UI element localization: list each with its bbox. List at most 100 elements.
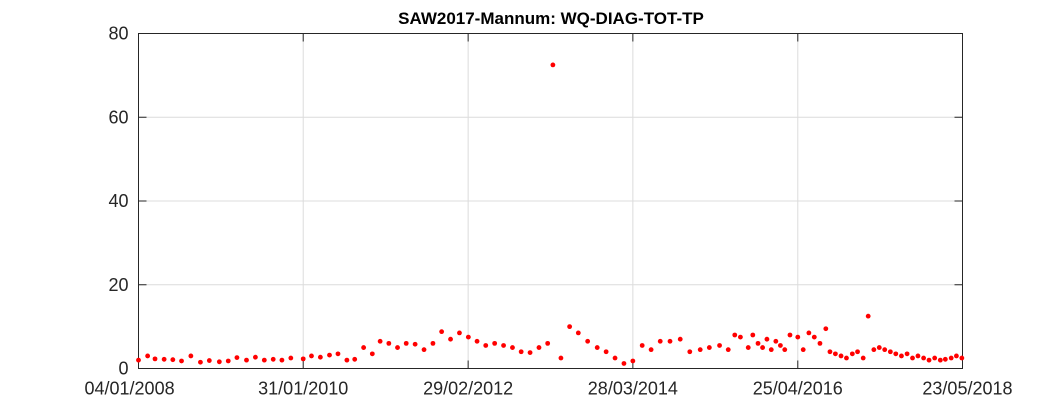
data-point [677, 336, 683, 342]
data-point [773, 338, 779, 344]
data-point [603, 349, 609, 355]
data-point [261, 357, 267, 363]
data-point [612, 355, 618, 361]
data-point [188, 353, 194, 359]
data-point [474, 338, 480, 344]
data-point [430, 340, 436, 346]
data-point [882, 347, 888, 353]
chart-title: SAW2017-Mannum: WQ-DIAG-TOT-TP [398, 9, 704, 28]
data-point [787, 332, 793, 338]
y-tick-label: 80 [108, 24, 128, 44]
data-point [575, 330, 581, 336]
data-point [179, 358, 184, 364]
data-point [412, 341, 418, 347]
data-point [270, 356, 276, 362]
data-points [136, 62, 965, 366]
data-point [136, 357, 141, 363]
data-point [782, 347, 788, 353]
data-point [585, 338, 591, 344]
x-tick-label: 29/02/2012 [423, 379, 513, 399]
data-point [838, 353, 844, 359]
data-point [948, 355, 954, 361]
data-point [386, 340, 392, 346]
data-point [439, 329, 445, 335]
data-point [335, 351, 341, 357]
data-point [959, 355, 965, 361]
x-tick-label: 04/01/2008 [85, 379, 175, 399]
x-tick-label: 31/01/2010 [258, 379, 348, 399]
axes: 0 20 40 60 80 04/01/2008 31/01/2010 29/02/2012 2… [85, 24, 1013, 399]
data-point [327, 352, 332, 358]
data-point [800, 347, 806, 353]
data-point [403, 340, 409, 346]
data-point [395, 345, 400, 350]
data-point [545, 340, 551, 346]
data-point [457, 330, 462, 336]
data-point [717, 343, 722, 348]
grid-lines [138, 33, 963, 369]
data-point [567, 324, 573, 330]
data-point [811, 334, 817, 340]
data-point [893, 351, 899, 357]
data-point [288, 355, 294, 361]
data-point [921, 355, 927, 361]
data-point [648, 347, 654, 353]
data-point [300, 356, 306, 362]
data-point [279, 357, 285, 363]
data-point [501, 343, 506, 348]
data-point [377, 338, 383, 344]
data-point [630, 358, 636, 364]
data-point [518, 349, 524, 355]
data-point [926, 357, 932, 363]
data-point [344, 357, 350, 363]
data-point [225, 358, 231, 364]
data-point [198, 359, 203, 365]
data-point [594, 345, 600, 350]
data-point [687, 349, 693, 355]
data-point [706, 345, 712, 350]
data-point [887, 349, 893, 355]
data-point [778, 343, 783, 348]
data-point [732, 332, 738, 338]
data-point [152, 356, 158, 362]
data-point [750, 332, 756, 338]
data-point [844, 355, 849, 361]
data-point [764, 336, 770, 342]
data-point [697, 347, 703, 353]
data-point [657, 338, 663, 344]
data-point [904, 351, 910, 357]
data-point [216, 359, 222, 365]
data-point [745, 345, 751, 350]
data-point [558, 355, 564, 361]
data-point [755, 340, 761, 346]
data-point [860, 355, 866, 361]
y-tick-label: 20 [108, 275, 128, 295]
data-point [849, 351, 855, 357]
data-point [817, 340, 823, 346]
data-point [492, 340, 498, 346]
x-tick-label: 28/03/2014 [588, 379, 678, 399]
data-point [871, 347, 877, 353]
data-point [253, 354, 258, 360]
data-point [309, 353, 314, 359]
data-point [876, 345, 882, 350]
data-point [910, 355, 915, 361]
data-point [448, 336, 453, 342]
data-point [760, 345, 765, 350]
data-point [738, 334, 743, 340]
data-point [483, 343, 489, 348]
data-point [795, 334, 801, 340]
y-tick-label: 40 [108, 191, 128, 211]
data-point [421, 347, 427, 353]
data-point [145, 353, 151, 359]
data-point [827, 349, 833, 355]
data-point [352, 356, 358, 362]
data-point [725, 347, 731, 353]
data-point [932, 355, 938, 361]
x-tick-label: 25/04/2016 [753, 379, 843, 399]
data-point [639, 343, 645, 348]
data-point [621, 361, 627, 366]
data-point [234, 355, 240, 361]
data-point [465, 334, 471, 340]
